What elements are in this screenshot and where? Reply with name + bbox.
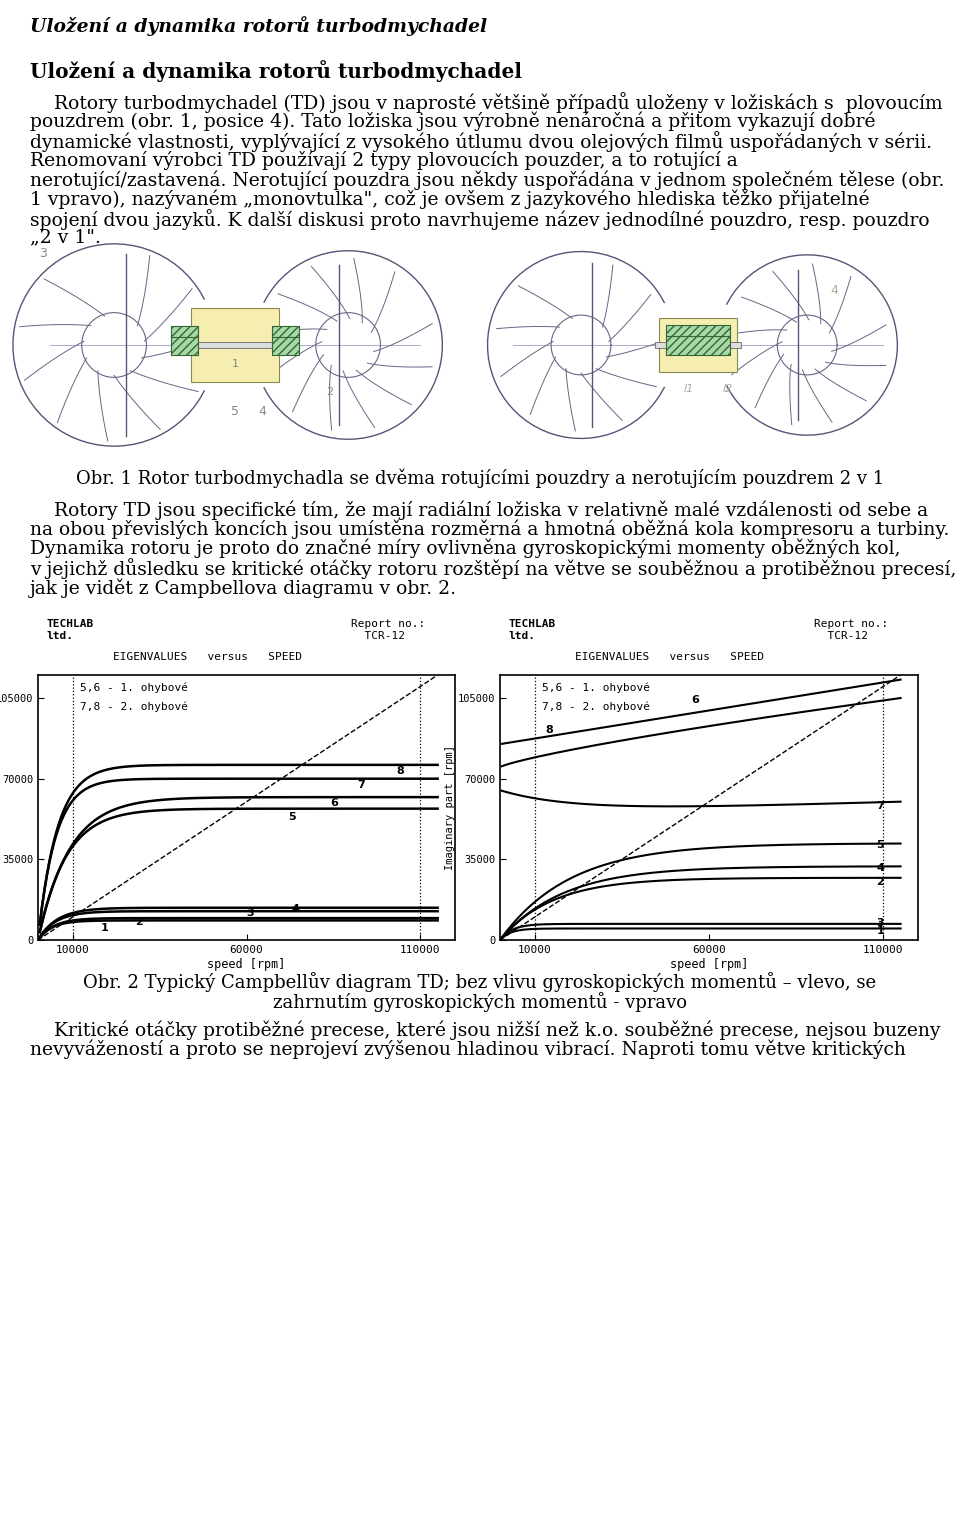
Text: 6: 6 bbox=[330, 798, 338, 809]
Y-axis label: Imaginary part [rpm]: Imaginary part [rpm] bbox=[444, 745, 455, 869]
Text: Uložení a dynamika rotorů turbodmychadel: Uložení a dynamika rotorů turbodmychadel bbox=[30, 59, 522, 82]
Bar bbox=[666, 336, 730, 354]
Text: 2: 2 bbox=[876, 877, 884, 886]
Text: 7,8 - 2. ohybové: 7,8 - 2. ohybové bbox=[541, 701, 650, 711]
Text: 3: 3 bbox=[39, 248, 47, 260]
Bar bbox=[182, 342, 288, 348]
Bar bbox=[666, 325, 730, 336]
Bar bbox=[171, 325, 198, 337]
Bar bbox=[191, 309, 278, 382]
Text: pouzdrem (obr. 1, posice 4). Tato ložiska jsou výrobně nenáročná a přitom vykazu: pouzdrem (obr. 1, posice 4). Tato ložisk… bbox=[30, 111, 876, 131]
Bar bbox=[655, 342, 741, 348]
Text: l1: l1 bbox=[684, 383, 693, 394]
Bar bbox=[171, 325, 198, 337]
X-axis label: speed [rpm]: speed [rpm] bbox=[670, 958, 748, 971]
Text: 4: 4 bbox=[292, 904, 300, 915]
Bar bbox=[171, 336, 198, 354]
Text: 5,6 - 1. ohybové: 5,6 - 1. ohybové bbox=[541, 682, 650, 693]
Text: 5: 5 bbox=[231, 406, 239, 418]
Text: dynamické vlastnosti, vyplývající z vysokého útlumu dvou olejových filmů uspořád: dynamické vlastnosti, vyplývající z vyso… bbox=[30, 131, 932, 152]
Text: l2: l2 bbox=[722, 383, 732, 394]
Text: Rotory TD jsou specifické tím, že mají radiální ložiska v relativně malé vzdálen: Rotory TD jsou specifické tím, že mají r… bbox=[30, 500, 928, 520]
Text: 4: 4 bbox=[830, 284, 838, 298]
Text: Rotory turbodmychadel (TD) jsou v naprosté většině případů uloženy v ložiskách s: Rotory turbodmychadel (TD) jsou v napros… bbox=[30, 93, 943, 112]
Bar bbox=[659, 318, 737, 372]
Text: 7,8 - 2. ohybové: 7,8 - 2. ohybové bbox=[80, 701, 188, 711]
Text: EIGENVALUES   versus   SPEED: EIGENVALUES versus SPEED bbox=[575, 652, 764, 661]
Text: 3: 3 bbox=[247, 907, 254, 918]
Text: Report no.:
  TCR-12: Report no.: TCR-12 bbox=[350, 619, 425, 640]
Text: 1: 1 bbox=[876, 926, 884, 936]
Bar bbox=[272, 325, 300, 337]
Text: jak je vidět z Campbellova diagramu v obr. 2.: jak je vidět z Campbellova diagramu v ob… bbox=[30, 578, 457, 597]
Text: Obr. 1 Rotor turbodmychadla se dvěma rotujícími pouzdry a nerotujícím pouzdrem 2: Obr. 1 Rotor turbodmychadla se dvěma rot… bbox=[76, 468, 884, 488]
Text: 2: 2 bbox=[325, 388, 333, 397]
Bar bbox=[171, 336, 198, 354]
Text: nevyvážeností a proto se neprojeví zvýšenou hladinou vibrací. Naproti tomu větve: nevyvážeností a proto se neprojeví zvýše… bbox=[30, 1040, 906, 1059]
Text: Renomovaní výrobci TD používají 2 typy plovoucích pouzder, a to rotující a: Renomovaní výrobci TD používají 2 typy p… bbox=[30, 150, 737, 170]
Text: 7: 7 bbox=[358, 780, 366, 790]
Text: Report no.:
  TCR-12: Report no.: TCR-12 bbox=[813, 619, 888, 640]
Text: EIGENVALUES   versus   SPEED: EIGENVALUES versus SPEED bbox=[113, 652, 302, 661]
Text: TECHLAB
ltd.: TECHLAB ltd. bbox=[509, 619, 556, 640]
Text: spojení dvou jazyků. K další diskusi proto navrhujeme název jednodílné pouzdro, : spojení dvou jazyků. K další diskusi pro… bbox=[30, 210, 929, 230]
Text: 6: 6 bbox=[691, 695, 700, 705]
Text: 1: 1 bbox=[101, 923, 108, 933]
Bar bbox=[272, 336, 300, 354]
Text: v jejichž důsledku se kritické otáčky rotoru rozštěpí na větve se souběžnou a pr: v jejichž důsledku se kritické otáčky ro… bbox=[30, 558, 956, 579]
Text: 4: 4 bbox=[258, 406, 266, 418]
Bar bbox=[272, 325, 300, 337]
Text: nerotující/zastavená. Nerotující pouzdra jsou někdy uspořádána v jednom společné: nerotující/zastavená. Nerotující pouzdra… bbox=[30, 170, 945, 190]
Bar bbox=[272, 336, 300, 354]
Text: Kritické otáčky protiběžné precese, které jsou nižší než k.o. souběžné precese, : Kritické otáčky protiběžné precese, kter… bbox=[30, 1020, 941, 1040]
Text: 1: 1 bbox=[231, 359, 238, 368]
Text: TECHLAB
ltd.: TECHLAB ltd. bbox=[46, 619, 93, 640]
Text: 2: 2 bbox=[135, 917, 143, 927]
Text: 1 vpravo), nazývaném „monovtulka", což je ovšem z jazykového hlediska těžko přij: 1 vpravo), nazývaném „monovtulka", což j… bbox=[30, 190, 870, 210]
Text: 4: 4 bbox=[876, 863, 884, 872]
Text: 5,6 - 1. ohybové: 5,6 - 1. ohybové bbox=[80, 682, 188, 693]
Text: 8: 8 bbox=[396, 766, 403, 777]
Text: Dynamika rotoru je proto do značné míry ovlivněna gyroskopickými momenty oběžnýc: Dynamika rotoru je proto do značné míry … bbox=[30, 540, 900, 558]
Bar bbox=[666, 325, 730, 336]
Text: zahrnutím gyroskopických momentů - vpravo: zahrnutím gyroskopických momentů - vprav… bbox=[273, 993, 687, 1012]
X-axis label: speed [rpm]: speed [rpm] bbox=[207, 958, 286, 971]
Text: 8: 8 bbox=[545, 725, 553, 734]
Text: „2 v 1".: „2 v 1". bbox=[30, 228, 101, 246]
Text: 5: 5 bbox=[876, 841, 884, 850]
Text: 7: 7 bbox=[876, 801, 884, 810]
Text: na obou převislých koncích jsou umístěna rozměrná a hmotná oběžná kola kompresor: na obou převislých koncích jsou umístěna… bbox=[30, 520, 949, 540]
Bar bbox=[666, 336, 730, 354]
Text: Obr. 2 Typický Campbellův diagram TD; bez vlivu gyroskopických momentů – vlevo, : Obr. 2 Typický Campbellův diagram TD; be… bbox=[84, 971, 876, 993]
Text: 3: 3 bbox=[876, 918, 884, 929]
FancyBboxPatch shape bbox=[40, 230, 430, 461]
Text: Uložení a dynamika rotorů turbodmychadel: Uložení a dynamika rotorů turbodmychadel bbox=[30, 17, 487, 36]
Text: 5: 5 bbox=[288, 812, 296, 822]
